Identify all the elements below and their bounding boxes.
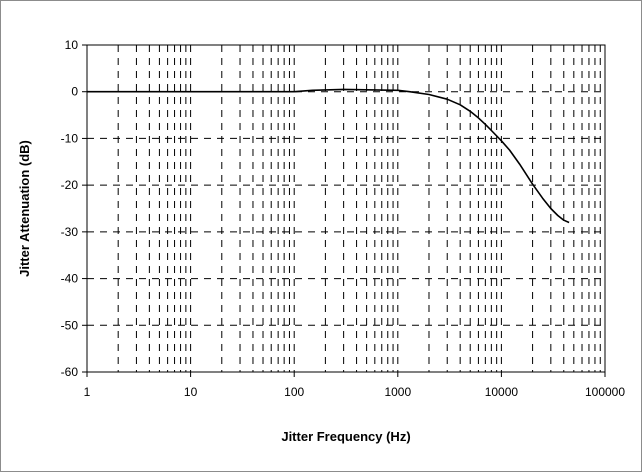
series-layer xyxy=(87,88,570,224)
x-tick-label: 100000 xyxy=(585,385,625,399)
plot-area-border xyxy=(86,44,606,373)
x-axis-title: Jitter Frequency (Hz) xyxy=(281,429,410,444)
x-tick-label: 100 xyxy=(284,385,304,399)
y-tick-label: -20 xyxy=(61,178,79,192)
y-tick-label: -40 xyxy=(61,272,79,286)
y-tick-label: -60 xyxy=(61,365,79,379)
y-tick-label: 10 xyxy=(65,38,79,52)
x-tick-label: 10 xyxy=(184,385,198,399)
y-tick-label: 0 xyxy=(71,85,78,99)
y-tick-label: -50 xyxy=(61,318,79,332)
tick-layer: 100-10-20-30-40-50-601 10 100 1000 10000 1000… xyxy=(61,38,626,399)
y-tick-label: -30 xyxy=(61,225,79,239)
y-tick-label: -10 xyxy=(61,131,79,145)
x-tick-label: 1000 xyxy=(384,385,411,399)
x-tick-label: 1 xyxy=(84,385,91,399)
x-tick-label: 10000 xyxy=(485,385,519,399)
series-line xyxy=(87,88,570,224)
y-axis-title: Jitter Attenuation (dB) xyxy=(17,140,32,277)
grid-layer xyxy=(87,45,605,372)
